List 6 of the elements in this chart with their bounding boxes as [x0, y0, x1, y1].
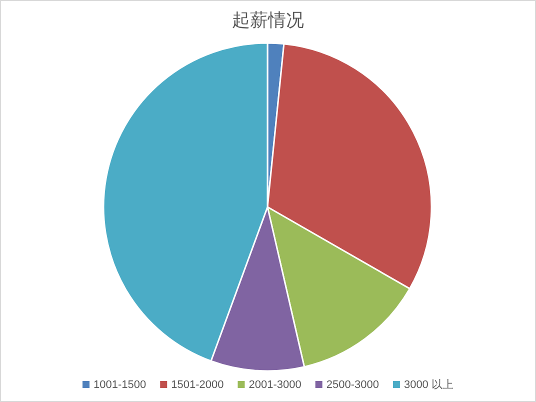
legend-label: 2001-3000	[248, 379, 302, 391]
legend-label: 2500-3000	[326, 379, 379, 391]
legend-label: 3000 以上	[404, 378, 454, 391]
legend-label: 1501-2000	[171, 379, 224, 391]
chart-title: 起薪情况	[232, 10, 304, 30]
legend-label: 1001-1500	[94, 379, 146, 391]
